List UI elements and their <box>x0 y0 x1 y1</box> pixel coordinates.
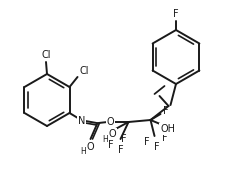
Text: OH: OH <box>160 124 175 134</box>
Text: F: F <box>173 9 179 19</box>
Text: H: H <box>103 135 108 145</box>
Text: O: O <box>107 117 114 127</box>
Text: F: F <box>154 142 159 152</box>
Text: N: N <box>78 116 85 126</box>
Text: F: F <box>118 145 123 155</box>
Text: F: F <box>121 134 126 144</box>
Text: F: F <box>144 137 149 147</box>
Text: Cl: Cl <box>41 50 51 60</box>
Text: H: H <box>81 146 86 155</box>
Text: O: O <box>109 129 116 139</box>
Text: F: F <box>108 140 113 150</box>
Text: F: F <box>162 133 167 143</box>
Text: O: O <box>87 142 94 152</box>
Text: Cl: Cl <box>80 66 89 76</box>
Text: F: F <box>163 106 168 116</box>
